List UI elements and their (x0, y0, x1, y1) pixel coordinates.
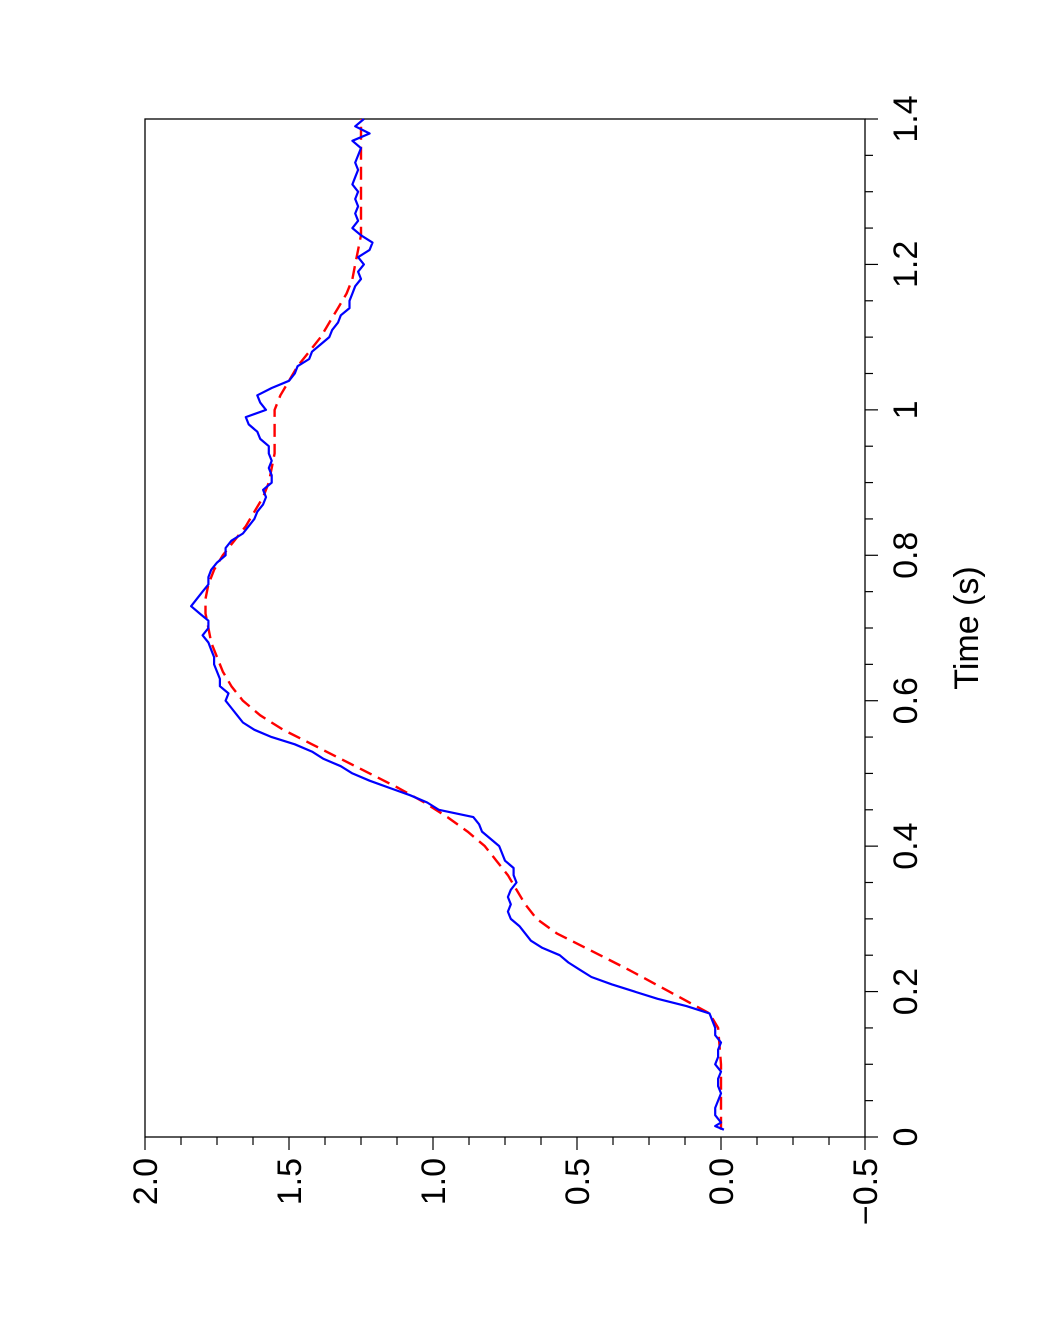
x-tick-label: 0.8 (887, 532, 925, 579)
x-axis-tick-labels: 0 0.2 0.4 0.6 0.8 1 1.2 1.4 (887, 95, 925, 1146)
plot-area (144, 118, 866, 1138)
y-tick-label: 1.0 (415, 1158, 453, 1205)
x-tick-label: 0.6 (887, 677, 925, 724)
axis-ticks (144, 118, 878, 1150)
x-axis-label: Time (s) (948, 566, 986, 689)
x-tick-label: 0.4 (887, 822, 925, 869)
y-axis-tick-labels: −0.5 0.0 0.5 1.0 1.5 2.0 (127, 1158, 885, 1225)
y-tick-label: −0.5 (847, 1158, 885, 1225)
x-tick-label: 1.2 (887, 241, 925, 288)
x-tick-label: 1 (887, 400, 925, 419)
x-tick-label: 0.2 (887, 968, 925, 1015)
y-tick-label: 2.0 (127, 1158, 165, 1205)
x-tick-label: 1.4 (887, 95, 925, 142)
y-tick-label: 1.5 (271, 1158, 309, 1205)
series-line-dashed (204, 119, 723, 1130)
series-line-solid (190, 118, 725, 1131)
plot-frame (144, 118, 866, 1138)
x-tick-label: 0 (887, 1128, 925, 1147)
y-tick-label: 0.5 (559, 1158, 597, 1205)
y-tick-label: 0.0 (703, 1158, 741, 1205)
